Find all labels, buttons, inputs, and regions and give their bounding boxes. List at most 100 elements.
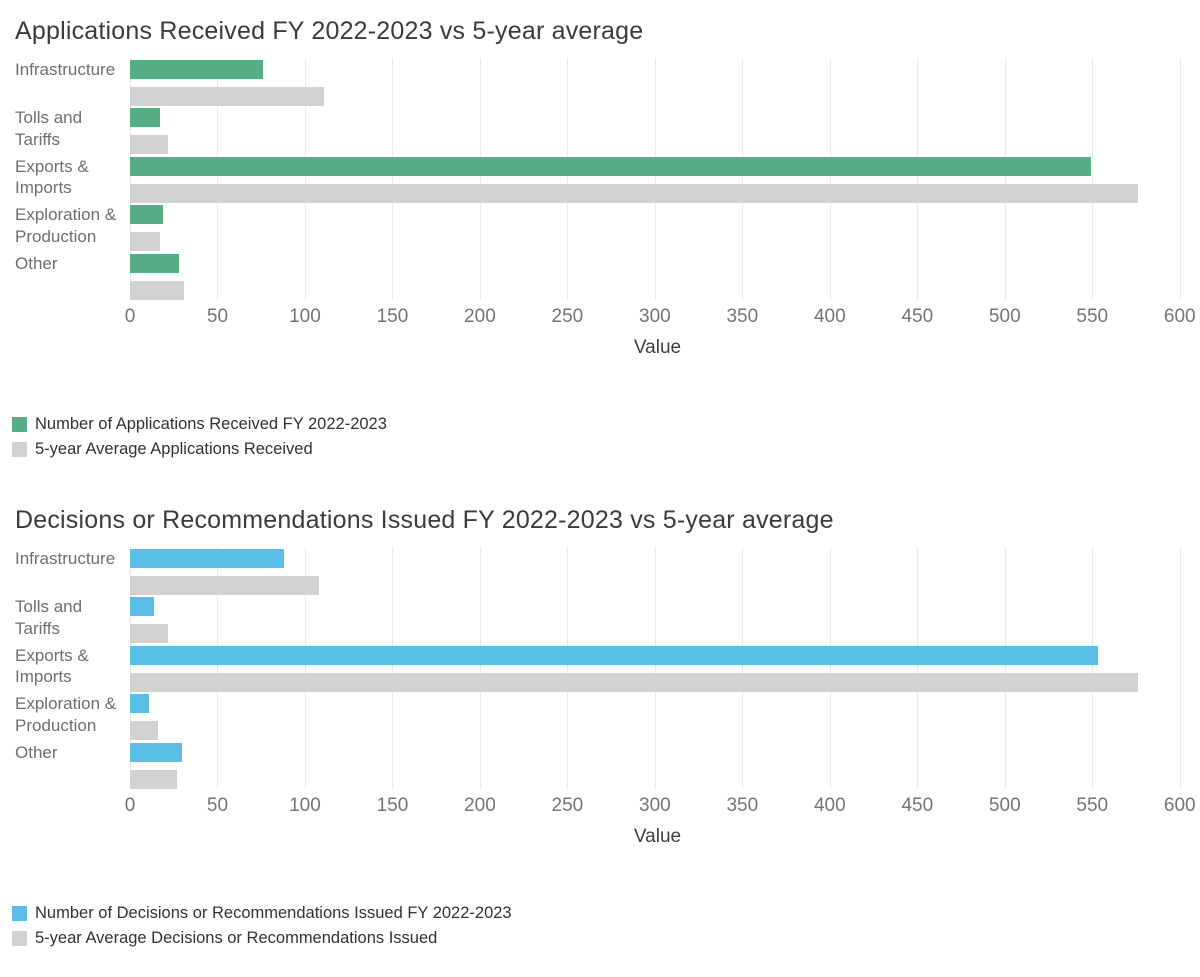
- gridline: [1179, 547, 1181, 789]
- x-axis-title: Value: [633, 337, 682, 358]
- legend-swatch: [12, 442, 27, 457]
- decisions-chart: Decisions or Recommendations Issued FY 2…: [0, 489, 1200, 977]
- bar: [130, 769, 178, 789]
- x-tick-label: 100: [289, 795, 321, 816]
- gridline: [217, 58, 219, 300]
- legend-swatch: [12, 931, 27, 946]
- bar: [130, 721, 158, 741]
- legend-label: Number of Decisions or Recommendations I…: [35, 904, 512, 922]
- gridline: [1092, 547, 1094, 789]
- x-tick-label: 0: [124, 795, 136, 816]
- bar: [130, 205, 164, 225]
- legend: Number of Applications Received FY 2022-…: [12, 412, 387, 462]
- category-label: Tolls and Tariffs: [15, 597, 83, 638]
- legend-item[interactable]: Number of Applications Received FY 2022-…: [12, 412, 387, 437]
- legend: Number of Decisions or Recommendations I…: [12, 901, 512, 951]
- x-tick-label: 500: [988, 795, 1021, 816]
- x-tick-label: 450: [901, 306, 934, 327]
- bar: [130, 135, 169, 155]
- applications-chart: Applications Received FY 2022-2023 vs 5-…: [0, 0, 1200, 488]
- category-label: Other: [15, 253, 58, 273]
- bar: [130, 87, 325, 106]
- bar: [130, 576, 319, 595]
- gridline: [567, 58, 569, 300]
- x-tick-label: 300: [639, 306, 671, 327]
- gridline: [1004, 547, 1006, 789]
- category-label: Exploration & Production: [15, 694, 117, 735]
- legend-label: Number of Applications Received FY 2022-…: [35, 415, 387, 433]
- gridline: [392, 58, 394, 300]
- gridline: [829, 547, 831, 789]
- gridline: [1092, 58, 1094, 300]
- bar: [130, 253, 179, 273]
- gridline: [829, 58, 831, 300]
- bar: [130, 624, 169, 644]
- x-tick-label: 600: [1163, 306, 1196, 327]
- gridline: [479, 58, 481, 300]
- x-tick-label: 400: [813, 306, 846, 327]
- gridline: [742, 58, 744, 300]
- gridline: [1179, 58, 1181, 300]
- gridline: [130, 58, 131, 300]
- x-axis-title: Value: [633, 826, 682, 847]
- category-label: Exports & Imports: [15, 156, 89, 198]
- x-tick-label: 250: [551, 795, 584, 816]
- bar: [130, 549, 284, 568]
- gridline: [654, 547, 656, 789]
- bar: [130, 156, 1091, 176]
- chart-title: Applications Received FY 2022-2023 vs 5-…: [15, 17, 644, 45]
- gridline: [917, 547, 919, 789]
- x-axis-ticks: 0 50 100 150 200 250 300 350 400 450 500 550 600: [125, 795, 1196, 817]
- bar: [130, 108, 160, 128]
- x-tick-label: 50: [206, 795, 229, 816]
- legend-swatch: [12, 417, 27, 432]
- category-label: Tolls and Tariffs: [15, 108, 83, 149]
- x-tick-label: 150: [376, 795, 409, 816]
- bar: [130, 742, 183, 762]
- x-tick-label: 0: [124, 306, 136, 327]
- x-tick-label: 150: [376, 306, 409, 327]
- x-tick-label: 550: [1076, 306, 1109, 327]
- category-label: Infrastructure: [15, 60, 116, 79]
- x-tick-label: 200: [464, 795, 496, 816]
- gridline: [567, 547, 569, 789]
- bar: [130, 672, 1138, 692]
- category-label: Exploration & Production: [15, 205, 117, 246]
- bar: [130, 597, 155, 617]
- x-tick-label: 50: [206, 306, 229, 327]
- bar: [130, 280, 185, 300]
- bar: [130, 183, 1138, 203]
- plot-area: [130, 547, 1185, 789]
- x-tick-label: 200: [464, 306, 496, 327]
- gridline: [479, 547, 481, 789]
- gridline: [304, 547, 306, 789]
- x-tick-label: 550: [1076, 795, 1109, 816]
- x-tick-label: 450: [901, 795, 934, 816]
- gridline: [917, 58, 919, 300]
- gridline: [742, 547, 744, 789]
- legend-label: 5-year Average Applications Received: [35, 440, 313, 458]
- x-tick-label: 250: [551, 306, 584, 327]
- legend-item[interactable]: 5-year Average Decisions or Recommendati…: [12, 926, 512, 951]
- x-tick-label: 100: [289, 306, 321, 327]
- x-tick-label: 300: [639, 795, 671, 816]
- gridline: [654, 58, 656, 300]
- x-tick-label: 500: [988, 306, 1021, 327]
- x-axis-ticks: 0 50 100 150 200 250 300 350 400 450 500 550 600: [125, 306, 1196, 328]
- x-tick-label: 400: [813, 795, 846, 816]
- bar: [130, 60, 263, 79]
- chart-title: Decisions or Recommendations Issued FY 2…: [15, 506, 834, 534]
- legend-item[interactable]: 5-year Average Applications Received: [12, 437, 387, 462]
- x-tick-label: 350: [726, 795, 759, 816]
- category-label: Exports & Imports: [15, 645, 89, 687]
- x-tick-label: 600: [1163, 795, 1196, 816]
- legend-item[interactable]: Number of Decisions or Recommendations I…: [12, 901, 512, 926]
- category-label: Other: [15, 742, 58, 762]
- legend-swatch: [12, 906, 27, 921]
- bar: [130, 694, 150, 714]
- x-tick-label: 350: [726, 306, 759, 327]
- bar: [130, 232, 160, 252]
- gridline: [1004, 58, 1006, 300]
- plot-area: [130, 58, 1185, 300]
- gridline: [130, 547, 131, 789]
